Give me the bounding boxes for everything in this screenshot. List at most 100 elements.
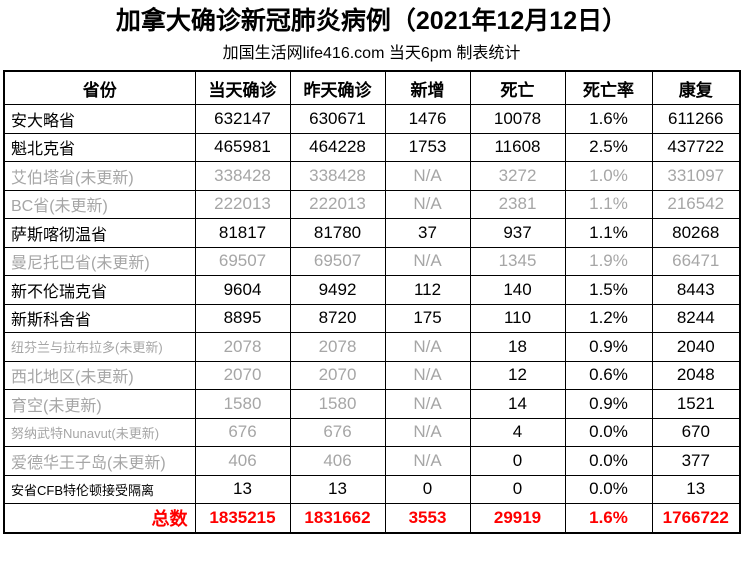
total-row: 总数 1835215 1831662 3553 29919 1.6% 1766722 <box>3 503 741 533</box>
province-cell: BC省(未更新) <box>3 189 196 219</box>
page-subtitle: 加国生活网life416.com 当天6pm 制表统计 <box>222 45 521 62</box>
value-cell: 1.9% <box>564 246 653 276</box>
table-row: 安省CFB特伦顿接受隔离 13 13 0 0 0.0% 13 <box>3 474 741 504</box>
value-cell: 29919 <box>469 503 566 533</box>
province-cell: 新斯科舍省 <box>3 303 196 333</box>
value-cell: 465981 <box>194 132 291 162</box>
value-cell: 2048 <box>651 360 741 390</box>
column-header-province: 省份 <box>3 70 196 105</box>
value-cell: 80268 <box>651 218 741 248</box>
value-cell: 2040 <box>651 332 741 362</box>
value-cell: 2.5% <box>564 132 653 162</box>
value-cell: 406 <box>194 446 291 476</box>
value-cell: 0.9% <box>564 332 653 362</box>
value-cell: 222013 <box>194 189 291 219</box>
value-cell: 11608 <box>469 132 566 162</box>
value-cell: 13 <box>194 474 291 504</box>
province-cell: 安省CFB特伦顿接受隔离 <box>3 474 196 504</box>
value-cell: 14 <box>469 389 566 419</box>
value-cell: N/A <box>384 246 471 276</box>
value-cell: 81780 <box>289 218 386 248</box>
value-cell: 1.6% <box>564 104 653 134</box>
value-cell: 611266 <box>651 104 741 134</box>
province-cell: 安大略省 <box>3 104 196 134</box>
value-cell: 2381 <box>469 189 566 219</box>
column-header-deaths: 死亡 <box>469 70 566 105</box>
table-row: 艾伯塔省(未更新) 338428 338428 N/A 3272 1.0% 331097 <box>3 161 741 191</box>
value-cell: 0 <box>469 474 566 504</box>
total-label-cell: 总数 <box>3 503 196 533</box>
value-cell: 1.5% <box>564 275 653 305</box>
value-cell: 937 <box>469 218 566 248</box>
covid-stats-table: 省份 当天确诊 昨天确诊 新增 死亡 死亡率 康复 安大略省 632147 6306… <box>3 70 741 534</box>
value-cell: 0.9% <box>564 389 653 419</box>
table-row: 安大略省 632147 630671 1476 10078 1.6% 611266 <box>3 104 741 134</box>
province-cell: 萨斯喀彻温省 <box>3 218 196 248</box>
value-cell: 1580 <box>289 389 386 419</box>
table-row: 努纳武特Nunavut(未更新) 676 676 N/A 4 0.0% 670 <box>3 417 741 447</box>
table-row: 新不伦瑞克省 9604 9492 112 140 1.5% 8443 <box>3 275 741 305</box>
value-cell: 632147 <box>194 104 291 134</box>
page-title: 加拿大确诊新冠肺炎病例（2021年12月12日） <box>115 7 628 35</box>
value-cell: 1345 <box>469 246 566 276</box>
province-cell: 曼尼托巴省(未更新) <box>3 246 196 276</box>
value-cell: 1476 <box>384 104 471 134</box>
value-cell: 12 <box>469 360 566 390</box>
value-cell: 3553 <box>384 503 471 533</box>
value-cell: N/A <box>384 389 471 419</box>
value-cell: 175 <box>384 303 471 333</box>
value-cell: 2070 <box>194 360 291 390</box>
value-cell: 331097 <box>651 161 741 191</box>
value-cell: 112 <box>384 275 471 305</box>
column-header-yesterday-confirmed: 昨天确诊 <box>289 70 386 105</box>
value-cell: 37 <box>384 218 471 248</box>
value-cell: 2078 <box>194 332 291 362</box>
value-cell: 222013 <box>289 189 386 219</box>
province-cell: 育空(未更新) <box>3 389 196 419</box>
value-cell: 464228 <box>289 132 386 162</box>
value-cell: 1835215 <box>194 503 291 533</box>
value-cell: 1580 <box>194 389 291 419</box>
header-row: 省份 当天确诊 昨天确诊 新增 死亡 死亡率 康复 <box>3 70 741 105</box>
value-cell: 110 <box>469 303 566 333</box>
value-cell: 3272 <box>469 161 566 191</box>
value-cell: 676 <box>289 417 386 447</box>
value-cell: 1.1% <box>564 218 653 248</box>
value-cell: N/A <box>384 360 471 390</box>
value-cell: 0 <box>384 474 471 504</box>
province-cell: 纽芬兰与拉布拉多(未更新) <box>3 332 196 362</box>
value-cell: 1521 <box>651 389 741 419</box>
table-row: 曼尼托巴省(未更新) 69507 69507 N/A 1345 1.9% 66471 <box>3 246 741 276</box>
value-cell: 0.6% <box>564 360 653 390</box>
table-row: 爱德华王子岛(未更新) 406 406 N/A 0 0.0% 377 <box>3 446 741 476</box>
value-cell: 338428 <box>289 161 386 191</box>
value-cell: 2070 <box>289 360 386 390</box>
value-cell: 0 <box>469 446 566 476</box>
province-cell: 西北地区(未更新) <box>3 360 196 390</box>
value-cell: 4 <box>469 417 566 447</box>
value-cell: 69507 <box>289 246 386 276</box>
column-header-today-confirmed: 当天确诊 <box>194 70 291 105</box>
value-cell: 630671 <box>289 104 386 134</box>
value-cell: 8720 <box>289 303 386 333</box>
value-cell: 9604 <box>194 275 291 305</box>
value-cell: 676 <box>194 417 291 447</box>
province-cell: 魁北克省 <box>3 132 196 162</box>
province-cell: 新不伦瑞克省 <box>3 275 196 305</box>
value-cell: 216542 <box>651 189 741 219</box>
value-cell: 1753 <box>384 132 471 162</box>
province-cell: 努纳武特Nunavut(未更新) <box>3 417 196 447</box>
value-cell: N/A <box>384 446 471 476</box>
value-cell: 13 <box>651 474 741 504</box>
value-cell: N/A <box>384 189 471 219</box>
value-cell: N/A <box>384 161 471 191</box>
value-cell: 406 <box>289 446 386 476</box>
value-cell: 9492 <box>289 275 386 305</box>
value-cell: 0.0% <box>564 417 653 447</box>
value-cell: 338428 <box>194 161 291 191</box>
table-row: 育空(未更新) 1580 1580 N/A 14 0.9% 1521 <box>3 389 741 419</box>
province-cell: 艾伯塔省(未更新) <box>3 161 196 191</box>
value-cell: 0.0% <box>564 446 653 476</box>
value-cell: 8895 <box>194 303 291 333</box>
